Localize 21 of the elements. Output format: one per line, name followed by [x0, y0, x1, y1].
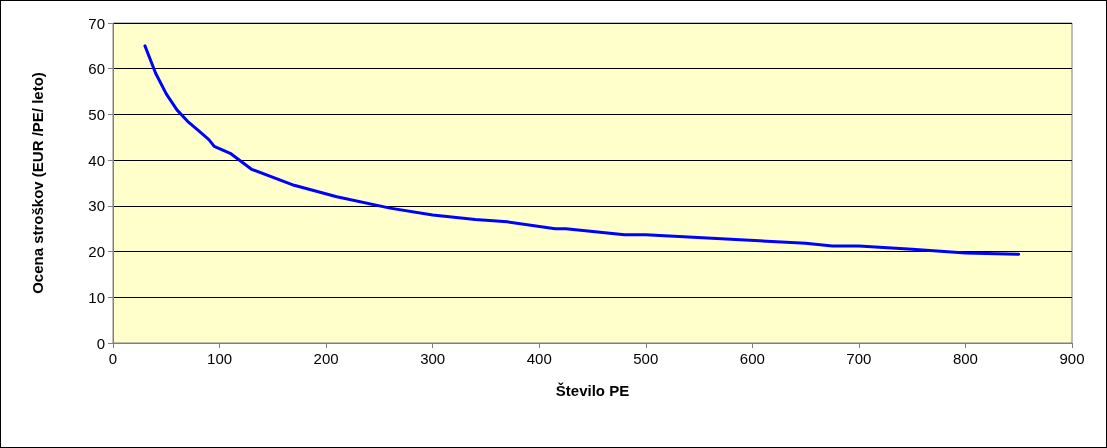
x-tick-label: 400 — [526, 350, 552, 367]
y-tick-label: 50 — [88, 105, 105, 123]
y-tick-label: 60 — [88, 60, 105, 78]
x-tick-label: 900 — [1059, 350, 1085, 367]
line-series — [143, 44, 1021, 256]
y-tick-label: 40 — [88, 151, 105, 169]
y-tick-label: 30 — [88, 197, 105, 215]
x-tick-label: 600 — [739, 350, 765, 367]
y-tick-label: 10 — [88, 288, 105, 306]
y-axis-title: Ocena stroškov (EUR /PE/ leto) — [29, 72, 46, 294]
x-tick-label: 700 — [846, 350, 872, 367]
x-axis-title: Število PE — [555, 382, 630, 399]
x-tick-label: 800 — [952, 350, 978, 367]
x-tick-label: 200 — [313, 350, 339, 367]
x-tick-label: 300 — [420, 350, 446, 367]
x-tick-label: 0 — [108, 350, 118, 367]
y-tick-label: 0 — [96, 334, 105, 352]
y-tick-label: 70 — [88, 14, 105, 32]
x-tick-label: 500 — [633, 350, 659, 367]
y-tick-label: 20 — [88, 243, 105, 261]
x-tick-label: 100 — [207, 350, 233, 367]
